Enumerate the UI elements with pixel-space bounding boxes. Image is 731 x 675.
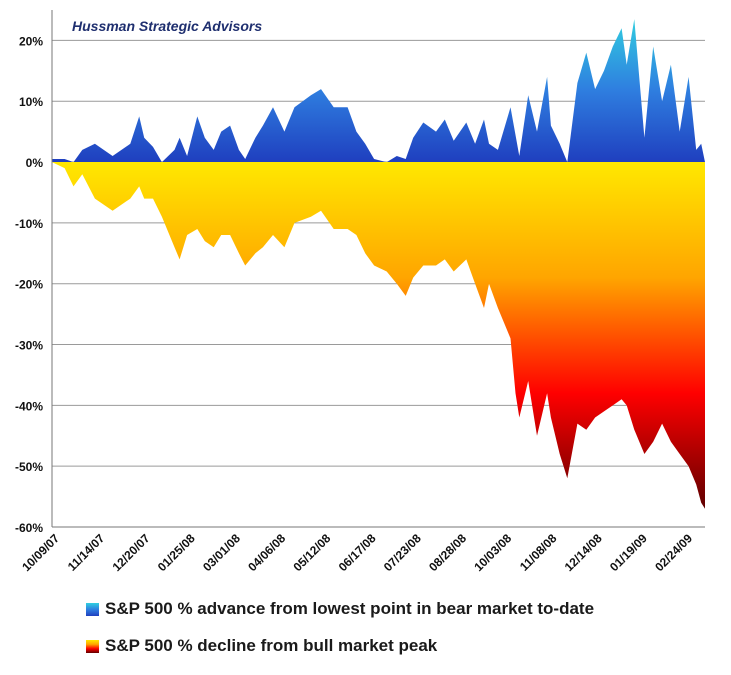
x-tick-label: 10/03/08 [471, 531, 514, 574]
chart-title: Hussman Strategic Advisors [72, 18, 262, 34]
x-tick-label: 06/17/08 [336, 531, 379, 574]
area-series [52, 19, 705, 509]
decline-area [52, 162, 705, 509]
x-tick-label: 12/20/07 [110, 531, 153, 574]
blue-gradient-swatch-icon [86, 602, 99, 616]
y-tick-label: -40% [15, 399, 43, 413]
orange-red-gradient-swatch-icon [86, 639, 99, 653]
legend-label-decline: S&P 500 % decline from bull market peak [105, 636, 438, 655]
x-tick-label: 02/24/09 [652, 531, 695, 574]
y-tick-label: 10% [19, 95, 43, 109]
y-tick-label: 20% [19, 34, 43, 48]
y-tick-label: -10% [15, 217, 43, 231]
x-tick-label: 01/19/09 [607, 531, 650, 574]
x-tick-label: 07/23/08 [381, 531, 424, 574]
x-tick-label: 01/25/08 [155, 531, 198, 574]
y-tick-label: -50% [15, 460, 43, 474]
x-tick-label: 04/06/08 [245, 531, 288, 574]
x-tick-label: 10/09/07 [19, 531, 62, 574]
x-tick-label: 12/14/08 [562, 531, 605, 574]
x-tick-label: 03/01/08 [200, 531, 243, 574]
legend-item-decline: S&P 500 % decline from bull market peak [86, 636, 437, 656]
y-tick-label: -60% [15, 521, 43, 535]
x-tick-label: 08/28/08 [426, 531, 469, 574]
y-tick-label: -30% [15, 339, 43, 353]
legend-label-advance: S&P 500 % advance from lowest point in b… [105, 599, 595, 618]
legend-item-advance: S&P 500 % advance from lowest point in b… [86, 599, 594, 619]
y-tick-label: 0% [26, 156, 44, 170]
x-tick-label: 11/08/08 [517, 531, 560, 574]
advance-area [52, 19, 705, 163]
y-tick-label: -20% [15, 278, 43, 292]
x-tick-label: 05/12/08 [290, 531, 333, 574]
x-tick-label: 11/14/07 [65, 531, 108, 574]
